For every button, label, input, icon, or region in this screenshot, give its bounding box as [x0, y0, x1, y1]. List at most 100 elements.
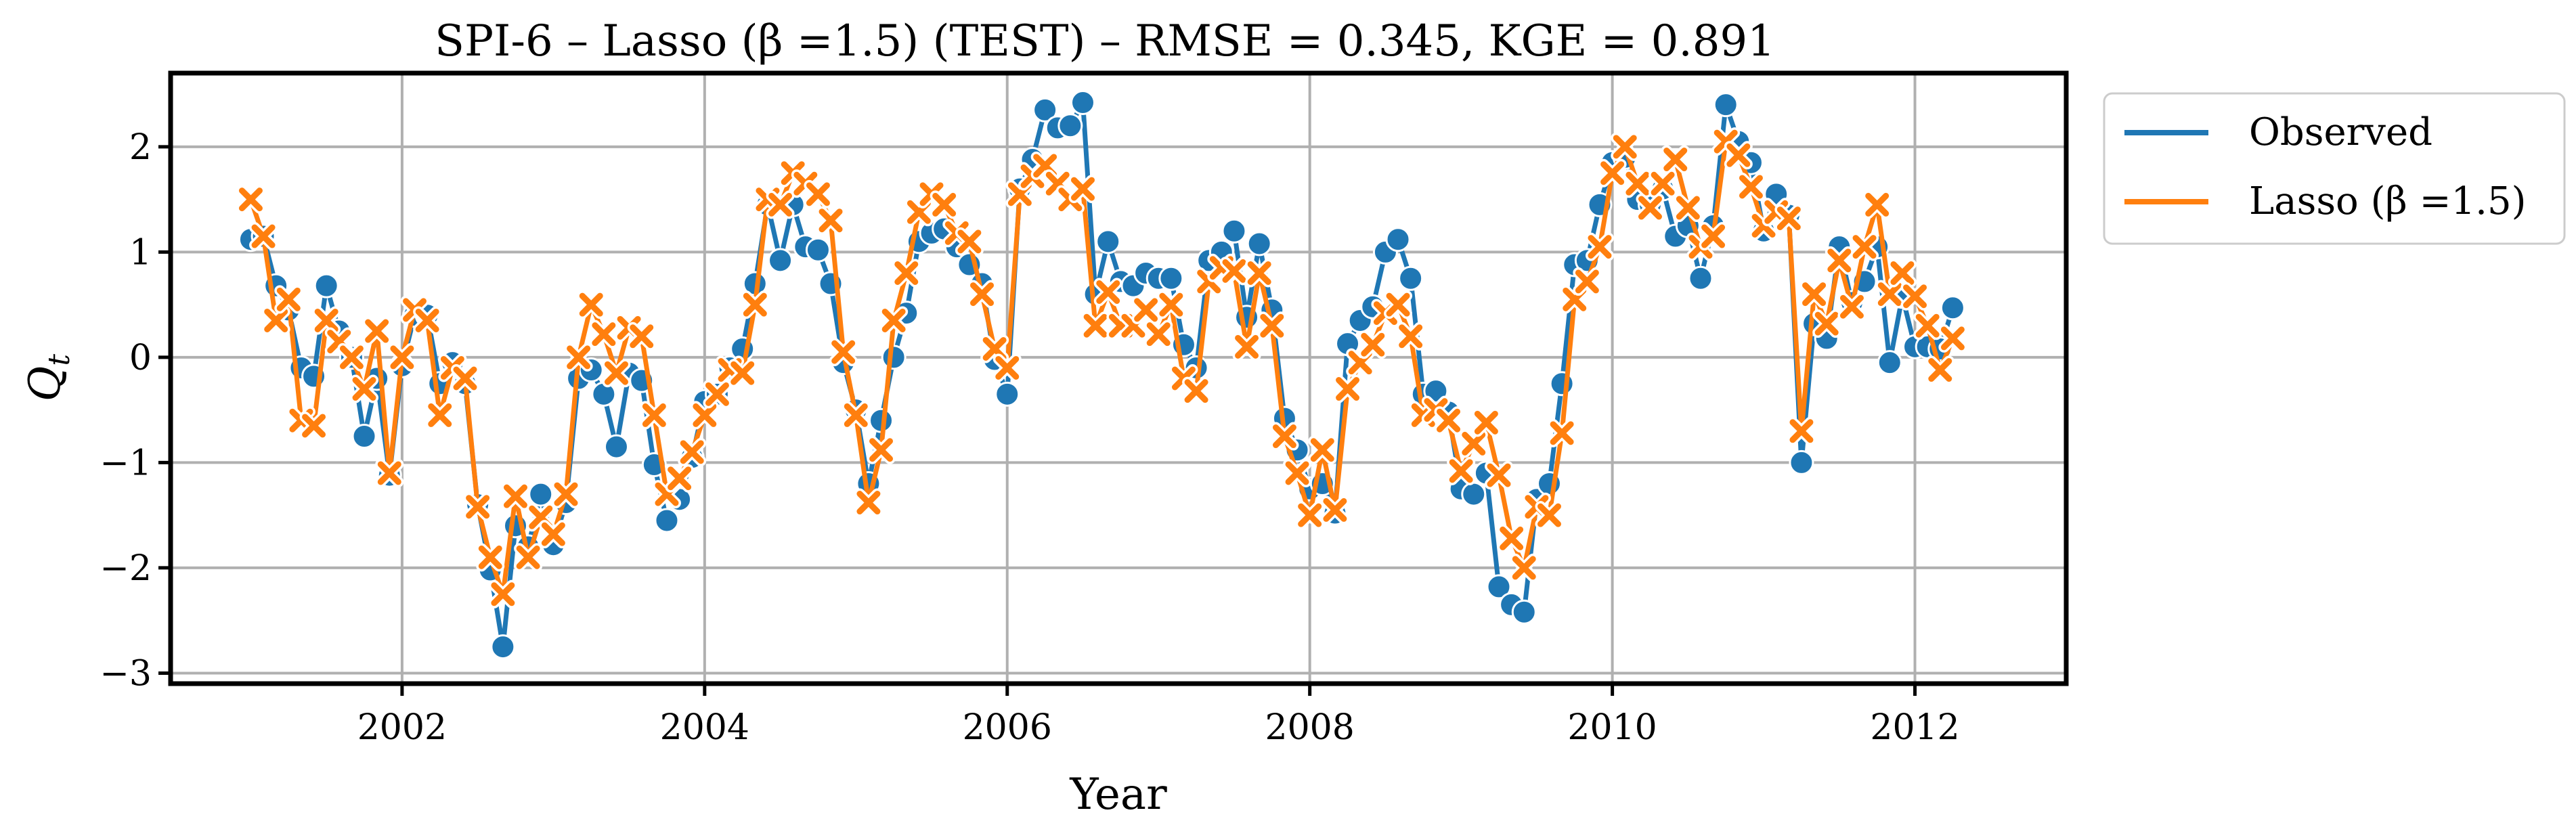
observed-point — [1032, 97, 1058, 123]
lasso-point — [1283, 458, 1312, 487]
x-tick-label: 2012 — [1870, 707, 1959, 748]
lasso-point — [1093, 278, 1122, 307]
x-tick-label: 2006 — [963, 707, 1052, 748]
lasso-point — [539, 520, 568, 549]
observed-point — [805, 237, 831, 263]
observed-point — [768, 248, 793, 273]
lasso-point — [854, 488, 883, 517]
y-tick-label: 0 — [129, 338, 152, 378]
lasso-point — [425, 401, 454, 430]
observed-point — [881, 345, 907, 370]
lasso-point — [678, 437, 707, 466]
observed-point — [1158, 265, 1184, 291]
observed-point — [1385, 227, 1411, 252]
observed-point — [1713, 92, 1739, 118]
x-tick-label: 2008 — [1265, 707, 1355, 748]
lasso-point — [1497, 524, 1526, 553]
lasso-point — [766, 190, 795, 219]
y-axis: −3 −2 −1 0 1 2 — [100, 127, 171, 694]
lasso-point — [690, 401, 719, 430]
lasso-point — [1862, 190, 1892, 219]
lasso-point — [1900, 282, 1929, 311]
lasso-point — [1724, 141, 1753, 170]
lasso-point — [1573, 267, 1602, 296]
grid-lines — [171, 73, 2066, 684]
lasso-point — [741, 290, 770, 319]
x-tick-label: 2004 — [660, 707, 749, 748]
legend-label-observed: Observed — [2249, 110, 2432, 154]
lasso-point — [1799, 280, 1829, 309]
lasso-point — [1887, 259, 1917, 288]
lasso-point — [337, 342, 366, 372]
lasso-point — [1875, 280, 1904, 309]
observed-point — [1486, 574, 1512, 600]
lasso-point — [1535, 501, 1564, 530]
lasso-point — [1737, 172, 1766, 201]
lasso-point — [842, 401, 871, 430]
lasso-point — [1850, 232, 1879, 261]
lasso-point — [1459, 429, 1488, 458]
lasso-point — [879, 306, 909, 335]
observed-point — [1461, 481, 1487, 507]
lasso-point — [904, 198, 934, 227]
lasso-point — [261, 306, 290, 335]
lasso-point — [387, 342, 416, 372]
observed-point — [1398, 265, 1424, 291]
observed-point — [654, 508, 680, 533]
observed-point — [1877, 350, 1902, 376]
lasso-point — [1308, 435, 1337, 464]
lasso-point — [1068, 175, 1097, 204]
lasso-point — [488, 579, 517, 609]
lasso-point — [1774, 204, 1804, 233]
lasso-point — [703, 380, 732, 409]
lasso-point — [1131, 295, 1160, 324]
lasso-point — [1472, 408, 1501, 437]
y-axis-title: Qt — [20, 354, 77, 401]
y-axis-title-main: Q — [20, 366, 70, 401]
lasso-point — [1812, 309, 1841, 338]
legend-label-lasso: Lasso (β =1.5) — [2249, 179, 2526, 223]
lasso-point — [1232, 332, 1261, 361]
lasso-point — [1925, 355, 1955, 384]
lasso-point — [1396, 322, 1425, 351]
lasso-point — [1938, 324, 1967, 353]
observed-point — [1789, 449, 1814, 475]
lasso-point — [1825, 246, 1854, 275]
lasso-point — [577, 290, 606, 319]
lasso-point — [1787, 416, 1816, 445]
lasso-point — [1598, 158, 1627, 187]
lasso-point — [564, 342, 593, 372]
y-tick-label: 1 — [129, 232, 152, 273]
series-layer — [236, 90, 1967, 660]
lasso-point — [1510, 553, 1539, 582]
lasso-point — [375, 458, 404, 487]
lasso-point — [930, 190, 959, 219]
lasso-point — [1270, 422, 1299, 451]
lasso-point — [413, 306, 442, 335]
lasso-point — [299, 411, 328, 440]
lasso-point — [1257, 311, 1286, 340]
lasso-point — [1699, 222, 1728, 251]
lasso-point — [236, 185, 265, 214]
observed-point — [995, 381, 1020, 407]
observed-point — [1940, 295, 1965, 321]
y-axis-title-subscript: t — [42, 354, 77, 366]
lasso-point — [463, 492, 492, 521]
lasso-point — [1333, 374, 1362, 403]
observed-point — [603, 434, 629, 460]
lasso-point — [1384, 290, 1413, 319]
lasso-point — [1295, 501, 1324, 530]
x-tick-label: 2002 — [357, 707, 447, 748]
observed-point — [1070, 90, 1095, 116]
observed-point — [528, 481, 554, 507]
y-tick-label: −3 — [100, 653, 152, 694]
lasso-point — [867, 435, 896, 464]
lasso-point — [501, 482, 530, 511]
lasso-point — [1837, 292, 1866, 322]
observed-point — [1221, 218, 1247, 244]
lasso-point — [1661, 145, 1690, 174]
lasso-point — [1674, 194, 1703, 223]
observed-point — [591, 381, 617, 407]
lasso-point — [514, 543, 543, 572]
lasso-point — [665, 464, 694, 493]
